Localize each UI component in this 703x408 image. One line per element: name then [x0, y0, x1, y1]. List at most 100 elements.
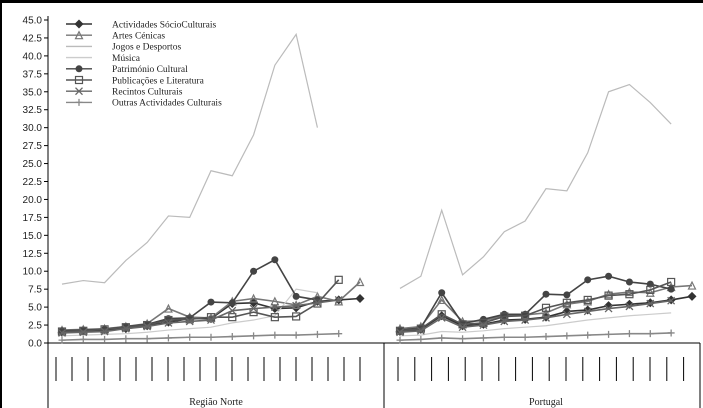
- plus-marker: [521, 333, 529, 341]
- triangle-marker: [624, 287, 634, 297]
- y-tick-label: 32.5: [23, 105, 43, 116]
- triangle-marker: [604, 289, 614, 299]
- circle-marker: [438, 289, 446, 297]
- y-tick-label: 10.0: [23, 267, 43, 278]
- circle-marker: [542, 290, 550, 298]
- y-tick-label: 42.5: [23, 33, 43, 44]
- plus-marker: [500, 333, 508, 341]
- plus-marker: [542, 333, 550, 341]
- triangle-marker: [163, 303, 173, 313]
- plus-marker: [584, 331, 592, 339]
- series-line: [399, 275, 672, 331]
- legend-label: Actividades SócioCulturais: [112, 20, 217, 30]
- x-marker: [437, 313, 446, 322]
- y-tick-label: 40.0: [23, 51, 43, 62]
- square-marker: [500, 312, 509, 321]
- x-marker: [667, 296, 676, 305]
- x-marker: [58, 328, 66, 337]
- series-line: [399, 299, 672, 334]
- y-tick-label: 25.0: [23, 159, 43, 170]
- circle-marker: [625, 278, 633, 286]
- square-marker: [479, 318, 488, 328]
- diamond-marker: [687, 291, 697, 301]
- x-marker: [228, 306, 237, 315]
- square-marker: [583, 295, 592, 305]
- legend-item: Actividades SócioCulturais: [66, 19, 217, 30]
- circle-marker: [207, 298, 215, 306]
- x-marker: [207, 316, 215, 324]
- legend-label: Artes Cénicas: [112, 32, 165, 42]
- square-marker: [646, 285, 655, 294]
- x-marker: [313, 298, 322, 307]
- y-tick-label: 7.5: [28, 285, 42, 296]
- square-marker: [74, 75, 84, 85]
- series-3: [61, 288, 672, 337]
- series-6: [58, 295, 676, 337]
- circle-marker: [75, 65, 83, 73]
- plus-marker: [646, 330, 654, 338]
- x-marker: [334, 295, 343, 304]
- x-marker: [583, 307, 592, 316]
- legend-label: Património Cultural: [112, 65, 188, 75]
- x-marker: [292, 301, 301, 310]
- x-marker: [79, 328, 88, 337]
- plus-marker: [101, 335, 109, 343]
- plus-marker: [438, 334, 446, 342]
- triangle-marker: [249, 293, 259, 303]
- diamond-marker: [74, 19, 84, 29]
- triangle-marker: [687, 280, 697, 290]
- triangle-marker: [270, 296, 280, 306]
- plus-marker: [605, 330, 613, 338]
- triangle-marker: [355, 277, 365, 287]
- x-marker: [164, 318, 173, 327]
- circle-marker: [292, 292, 300, 300]
- plus-marker: [250, 332, 258, 340]
- plus-marker: [459, 335, 467, 343]
- square-marker: [228, 313, 237, 322]
- x-marker: [249, 304, 258, 313]
- y-tick-label: 22.5: [23, 177, 43, 188]
- square-marker: [562, 298, 571, 307]
- triangle-marker: [541, 308, 551, 317]
- y-tick-label: 20.0: [23, 195, 43, 206]
- square-marker: [100, 325, 109, 334]
- x-marker: [625, 302, 634, 311]
- series-2: [61, 32, 672, 289]
- y-tick-label: 5.0: [28, 303, 42, 314]
- triangle-marker: [74, 30, 84, 40]
- square-marker: [292, 312, 301, 321]
- group-axis: Região Norte Portugal: [47, 343, 701, 408]
- triangle-marker: [583, 296, 593, 306]
- series-line: [61, 299, 339, 334]
- y-tick-label: 45.0: [23, 16, 43, 27]
- square-marker: [625, 290, 634, 299]
- square-marker: [541, 303, 551, 312]
- y-tick-label: 30.0: [23, 123, 43, 134]
- x-marker: [396, 328, 404, 337]
- square-marker: [121, 323, 130, 332]
- series-layer: [57, 32, 697, 344]
- group-label: Região Norte: [189, 397, 243, 408]
- circle-marker: [605, 272, 613, 280]
- legend-label: Jogos e Desportos: [112, 43, 181, 53]
- plus-marker: [335, 330, 343, 338]
- legend-label: Música: [112, 54, 141, 64]
- group-label: Portugal: [529, 397, 563, 408]
- y-tick-label: 2.5: [28, 321, 42, 332]
- x-marker: [542, 313, 550, 322]
- plus-marker: [186, 333, 194, 341]
- plus-marker: [625, 330, 633, 338]
- x-marker: [100, 327, 109, 336]
- y-tick-label: 15.0: [23, 231, 43, 242]
- square-marker: [57, 327, 67, 336]
- x-marker: [270, 303, 279, 312]
- triangle-marker: [562, 299, 572, 309]
- x-marker: [121, 324, 130, 333]
- legend-item: Publicações e Literatura: [66, 75, 205, 86]
- x-marker: [604, 304, 613, 313]
- x-marker: [416, 326, 425, 335]
- axes: 0.0 2.5 5.0 7.5 10.0 12.5 15.0 17.5 20.0 22.5 25.0…: [23, 16, 700, 350]
- x-marker: [562, 310, 571, 319]
- plus-marker: [143, 335, 151, 343]
